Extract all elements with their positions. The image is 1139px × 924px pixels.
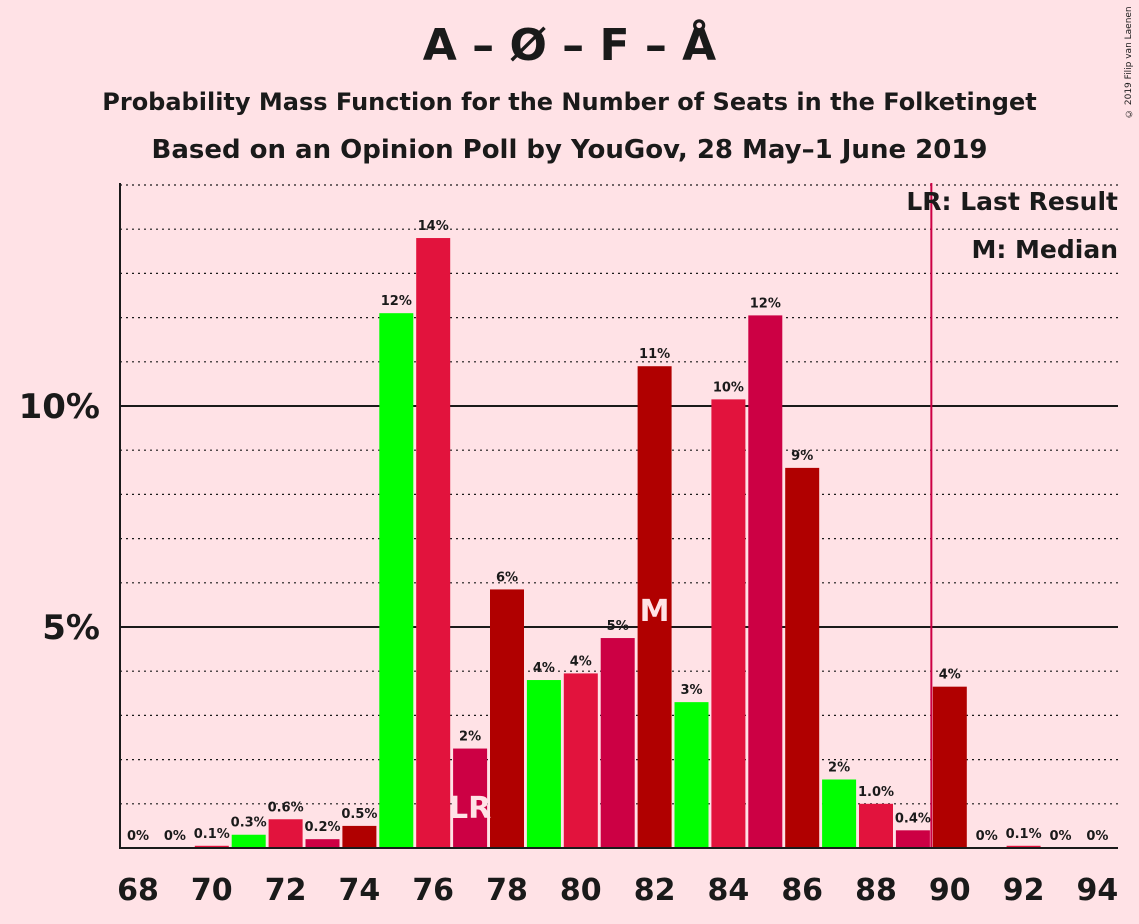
bar-seat-79 — [526, 680, 561, 848]
bar-seat-86 — [785, 467, 820, 848]
last-result-marker: LR — [449, 791, 491, 826]
bar-value-label: 4% — [533, 661, 555, 676]
bar-value-label: 0% — [164, 829, 186, 844]
median-marker: M — [640, 594, 670, 629]
x-tick-label: 74 — [339, 873, 381, 908]
x-tick-label: 90 — [929, 873, 971, 908]
bar-seat-89 — [895, 830, 930, 848]
chart-title: A – Ø – F – Å — [422, 20, 717, 71]
x-tick-label: 94 — [1077, 873, 1119, 908]
bar-value-label: 0.5% — [341, 807, 377, 822]
x-tick-label: 80 — [560, 873, 602, 908]
bar-value-label: 2% — [828, 760, 850, 775]
bar-value-label: 0.6% — [268, 800, 304, 815]
x-tick-label: 84 — [708, 873, 750, 908]
x-tick-label: 68 — [117, 873, 159, 908]
bar-value-label: 11% — [639, 347, 670, 362]
chart-subtitle: Probability Mass Function for the Number… — [102, 88, 1037, 116]
bar-value-label: 2% — [459, 730, 481, 745]
bar-seat-92 — [1006, 845, 1041, 848]
bar-value-label: 0% — [1086, 829, 1108, 844]
bar-value-label: 0.2% — [304, 820, 340, 835]
legend-entry: M: Median — [971, 235, 1118, 264]
chart-subtitle-poll: Based on an Opinion Poll by YouGov, 28 M… — [151, 135, 988, 165]
bar-value-label: 4% — [570, 654, 592, 669]
bar-seat-90 — [932, 686, 967, 848]
bar-seat-72 — [268, 819, 303, 848]
bar-value-label: 6% — [496, 570, 518, 585]
bar-seat-85 — [748, 315, 783, 848]
x-tick-label: 72 — [265, 873, 307, 908]
bar-seat-84 — [711, 399, 746, 848]
bar-seat-82 — [637, 366, 672, 848]
bar-seat-76 — [416, 238, 451, 849]
bar-seat-88 — [859, 803, 893, 848]
bar-seat-74 — [342, 825, 377, 848]
legend-entry: LR: Last Result — [906, 187, 1118, 216]
bar-value-label: 0% — [976, 829, 998, 844]
y-tick-label: 5% — [42, 608, 100, 648]
bar-value-label: 0.3% — [231, 816, 267, 831]
bar-value-label: 12% — [381, 294, 412, 309]
bar-seat-83 — [674, 702, 709, 848]
bar-value-label: 9% — [791, 449, 813, 464]
bar-value-label: 0.1% — [194, 827, 230, 842]
x-tick-label: 82 — [634, 873, 676, 908]
x-tick-label: 76 — [412, 873, 454, 908]
bar-value-label: 10% — [713, 380, 744, 395]
x-tick-label: 88 — [855, 873, 897, 908]
x-tick-label: 92 — [1003, 873, 1045, 908]
x-tick-label: 86 — [781, 873, 823, 908]
bar-value-label: 5% — [607, 619, 629, 634]
bar-seat-81 — [600, 638, 635, 848]
bar-value-label: 12% — [750, 296, 781, 311]
bar-seat-71 — [231, 834, 266, 848]
bar-seat-87 — [822, 779, 857, 848]
bar-seat-77 — [453, 748, 488, 848]
bar-seat-78 — [490, 589, 524, 848]
bar-value-label: 0% — [1049, 829, 1071, 844]
x-tick-label: 70 — [191, 873, 233, 908]
bar-value-label: 0.4% — [895, 811, 931, 826]
bar-value-label: 1.0% — [858, 785, 894, 800]
bar-seat-75 — [379, 313, 414, 848]
bar-value-label: 4% — [939, 668, 961, 683]
bar-value-label: 0% — [127, 829, 149, 844]
bar-value-label: 14% — [418, 219, 449, 234]
bar-seat-70 — [194, 845, 229, 848]
x-tick-label: 78 — [486, 873, 528, 908]
bar-seat-73 — [305, 839, 340, 848]
bar-seat-80 — [563, 673, 598, 848]
bar-value-label: 3% — [680, 683, 702, 698]
y-tick-label: 10% — [19, 387, 100, 427]
bar-value-label: 0.1% — [1006, 827, 1042, 842]
